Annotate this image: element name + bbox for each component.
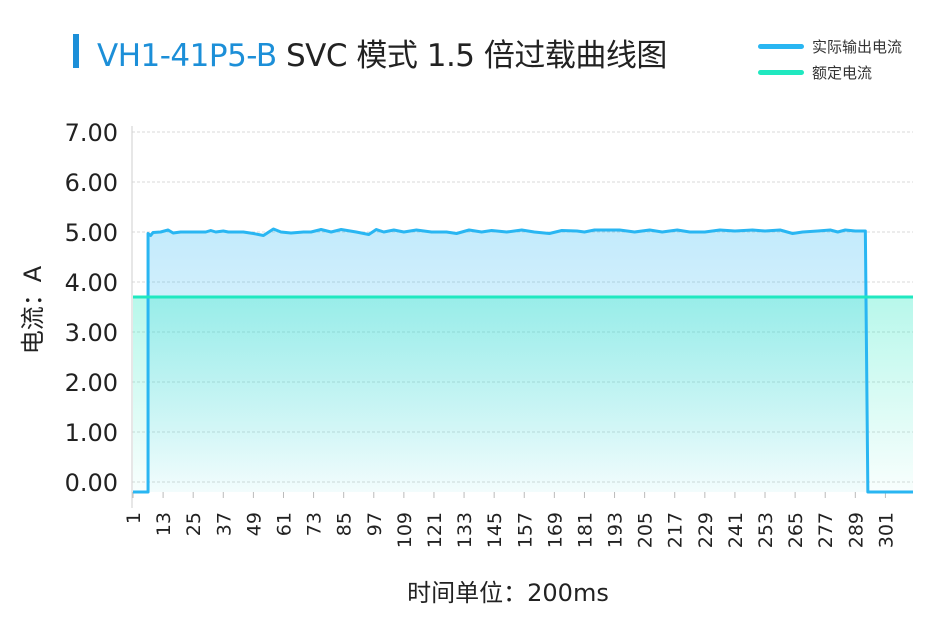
y-axis-label: 电流：A bbox=[19, 265, 47, 354]
x-tick-label: 25 bbox=[183, 512, 205, 536]
x-tick-label: 229 bbox=[695, 512, 717, 548]
x-tick-label: 205 bbox=[635, 512, 657, 548]
x-axis-label: 时间单位：200ms bbox=[407, 579, 609, 607]
legend-label-actual: 实际输出电流 bbox=[812, 37, 903, 56]
x-tick-label: 133 bbox=[454, 512, 476, 548]
y-tick-label: 4.00 bbox=[65, 269, 118, 297]
x-tick-label: 73 bbox=[304, 512, 326, 536]
legend: 实际输出电流 额定电流 bbox=[758, 33, 902, 85]
x-tick-label: 193 bbox=[605, 512, 627, 548]
x-tick-label: 157 bbox=[514, 512, 536, 548]
x-tick-label: 169 bbox=[544, 512, 566, 548]
chart-title: VH1-41P5-B SVC 模式 1.5 倍过载曲线图 bbox=[97, 30, 667, 75]
x-tick-label: 121 bbox=[424, 512, 446, 548]
legend-swatch-rated bbox=[758, 69, 804, 75]
y-tick-label: 0.00 bbox=[65, 469, 118, 497]
x-tick-label: 145 bbox=[484, 512, 506, 548]
x-tick-label: 37 bbox=[213, 512, 235, 536]
x-tick-label: 241 bbox=[725, 512, 747, 548]
x-tick-label: 109 bbox=[394, 512, 416, 548]
title-model: VH1-41P5-B bbox=[97, 38, 277, 74]
legend-item-rated: 额定电流 bbox=[758, 59, 902, 85]
y-tick-label: 7.00 bbox=[65, 119, 118, 147]
x-tick-label: 49 bbox=[243, 512, 265, 536]
x-tick-label: 277 bbox=[815, 512, 837, 548]
title-text: SVC 模式 1.5 倍过载曲线图 bbox=[276, 38, 667, 74]
y-tick-label: 1.00 bbox=[65, 419, 118, 447]
x-tick-label: 13 bbox=[153, 512, 175, 536]
series-area-rated bbox=[133, 297, 913, 492]
x-tick-label: 61 bbox=[273, 512, 295, 536]
title-accent-bar bbox=[73, 34, 79, 68]
legend-item-actual: 实际输出电流 bbox=[758, 33, 902, 59]
series-line-actual bbox=[133, 227, 913, 494]
legend-label-rated: 额定电流 bbox=[812, 63, 873, 82]
x-tick-label: 289 bbox=[845, 512, 867, 548]
legend-swatch-actual bbox=[758, 43, 804, 49]
x-tick-label: 253 bbox=[755, 512, 777, 548]
x-tick-label: 85 bbox=[334, 512, 356, 536]
y-tick-label: 3.00 bbox=[65, 319, 118, 347]
x-tick-label: 1 bbox=[123, 512, 145, 524]
x-tick-label: 265 bbox=[785, 512, 807, 548]
x-tick-label: 301 bbox=[875, 512, 897, 548]
x-tick-label: 181 bbox=[574, 512, 596, 548]
y-tick-label: 6.00 bbox=[65, 169, 118, 197]
y-tick-label: 2.00 bbox=[65, 369, 118, 397]
x-tick-label: 97 bbox=[364, 512, 386, 536]
x-tick-label: 217 bbox=[665, 512, 687, 548]
y-tick-label: 5.00 bbox=[65, 219, 118, 247]
